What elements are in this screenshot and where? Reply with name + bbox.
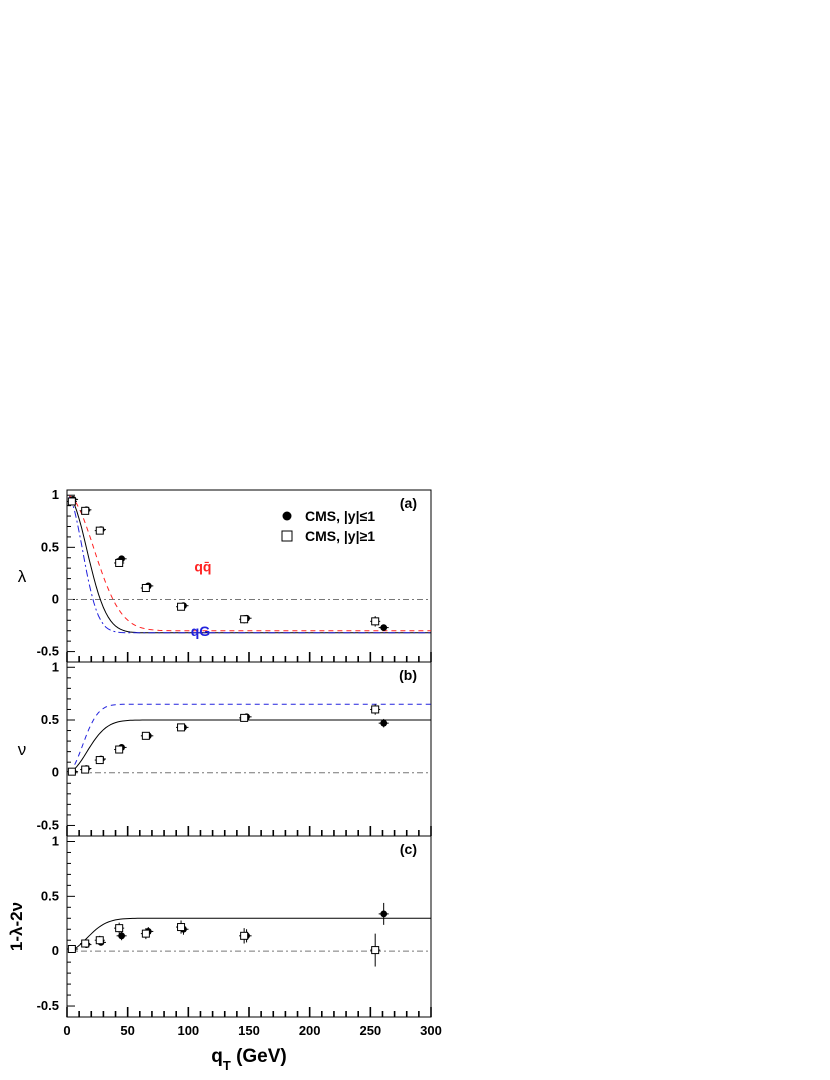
x-axis-label-subscript: T (223, 1058, 231, 1073)
y-axis-label: λ (18, 567, 27, 586)
y-tick-label: 0.5 (41, 712, 59, 727)
curve-qq (69, 495, 431, 632)
y-tick-label: 1 (52, 833, 59, 848)
panel-c: 1 0.5 0 -0.5 0 50 100 150 200 250 300 (c) 1-λ-2ν qT (… (7, 833, 442, 1072)
data-point-forward (371, 946, 380, 955)
data-point-forward (141, 929, 150, 938)
data-point-forward (240, 931, 249, 940)
plot-frame (66, 489, 432, 663)
y-tick-label: 0 (52, 765, 59, 780)
data-point-forward (81, 939, 90, 948)
legend: CMS, |y|≤1 CMS, |y|≥1 (281, 508, 375, 544)
data-point-forward (240, 615, 249, 624)
y-axis-label: 1-λ-2ν (7, 902, 26, 951)
x-axis-label: qT (GeV) (211, 1046, 287, 1073)
data-point-central (380, 719, 388, 727)
legend-marker-open-square (281, 530, 293, 542)
data-point-forward (115, 924, 124, 933)
y-tick-label: 0 (52, 591, 59, 606)
data-point-forward (177, 723, 186, 732)
x-axis-label-unit: (GeV) (231, 1046, 287, 1067)
curve-annotation: qG (191, 623, 211, 639)
panel-tag: (a) (400, 495, 417, 511)
y-tick-label: -0.5 (37, 817, 59, 832)
curve-annotation: qq̄ (194, 558, 211, 574)
x-tick-label: 50 (120, 1023, 134, 1038)
y-tick-label: 1 (52, 659, 59, 674)
data-point-forward (67, 497, 76, 506)
data-point-forward (81, 765, 90, 774)
data-point-forward (141, 583, 150, 592)
x-tick-label: 100 (177, 1023, 199, 1038)
data-point-forward (81, 506, 90, 515)
curve-fit (69, 917, 431, 952)
curve-qG (69, 703, 431, 773)
curve-fit (69, 719, 431, 773)
y-tick-label: -0.5 (37, 644, 59, 659)
y-tick-label: 0.5 (41, 539, 59, 554)
data-point-forward (115, 558, 124, 567)
data-point-central (380, 910, 388, 918)
legend-label: CMS, |y|≥1 (305, 528, 375, 544)
panel-tag: (b) (399, 667, 417, 683)
data-point-central (380, 624, 388, 631)
panel-tag: (c) (400, 841, 417, 857)
legend-marker-filled-circle (282, 511, 292, 521)
y-tick-label: 0 (52, 943, 59, 958)
y-tick-label: 1 (52, 487, 59, 502)
x-tick-label: 0 (63, 1023, 70, 1038)
data-point-forward (177, 602, 186, 611)
data-point-forward (371, 617, 380, 626)
data-point-forward (371, 705, 380, 714)
data-point-forward (95, 936, 104, 945)
data-point-forward (67, 767, 76, 776)
y-tick-label: -0.5 (37, 998, 59, 1013)
data-point-forward (95, 526, 104, 535)
curve-qG (68, 496, 431, 634)
data-point-forward (115, 745, 124, 754)
data-point-forward (67, 944, 76, 953)
curve-fit (69, 495, 431, 634)
x-tick-label: 250 (359, 1023, 381, 1038)
data-point-forward (240, 713, 249, 722)
data-point-forward (177, 923, 186, 932)
x-tick-label: 150 (238, 1023, 260, 1038)
x-tick-label: 300 (420, 1023, 442, 1038)
y-tick-label: 0.5 (41, 888, 59, 903)
panel-b: 1 0.5 0 -0.5 (b) ν (18, 659, 432, 837)
y-axis-label: ν (18, 740, 27, 759)
x-tick-label: 200 (299, 1023, 321, 1038)
data-point-central (118, 932, 125, 940)
data-point-forward (141, 731, 150, 740)
legend-label: CMS, |y|≤1 (305, 508, 375, 524)
data-point-forward (95, 756, 104, 765)
